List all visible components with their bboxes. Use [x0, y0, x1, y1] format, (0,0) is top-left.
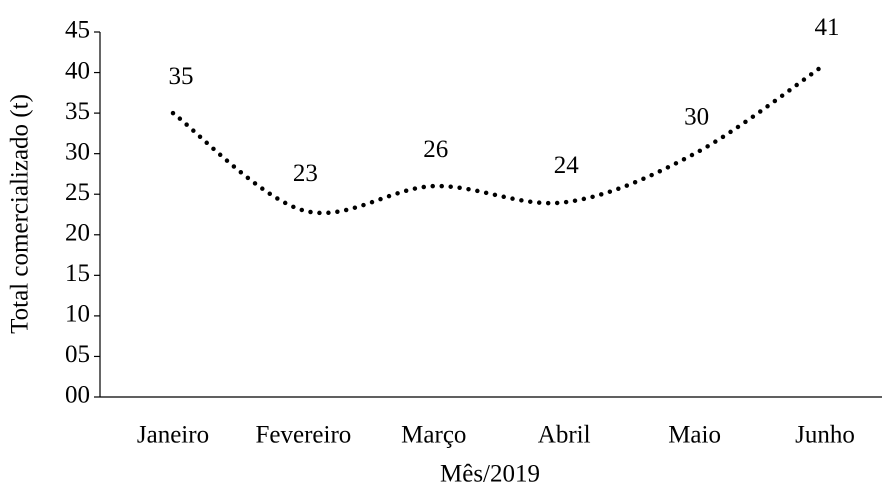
- y-axis-title: Total comercializado (t): [7, 94, 34, 334]
- data-label: 24: [554, 152, 580, 179]
- x-tick-label: Abril: [538, 422, 591, 449]
- y-tick-label: 05: [65, 341, 90, 368]
- y-tick-label: 10: [65, 301, 90, 328]
- data-label: 35: [169, 63, 194, 90]
- data-label: 30: [684, 103, 709, 130]
- x-tick-label: Maio: [668, 422, 721, 449]
- y-tick-label: 20: [65, 220, 90, 247]
- x-tick-label: Fevereiro: [256, 422, 352, 449]
- y-tick-label: 40: [65, 57, 90, 84]
- data-line: [170, 62, 828, 216]
- y-tick-label: 15: [65, 260, 90, 287]
- x-tick-label: Março: [401, 422, 466, 449]
- y-tick-label: 30: [65, 138, 90, 165]
- y-tick-label: 45: [65, 17, 90, 44]
- x-axis-title: Mês/2019: [440, 461, 540, 488]
- data-label: 23: [293, 160, 318, 187]
- data-label: 26: [423, 136, 448, 163]
- data-label: 41: [815, 14, 840, 41]
- y-tick-label: 35: [65, 98, 90, 125]
- x-tick-label: Junho: [795, 422, 855, 449]
- y-tick-label: 25: [65, 179, 90, 206]
- y-tick-label: 00: [65, 382, 90, 409]
- x-tick-label: Janeiro: [137, 422, 209, 449]
